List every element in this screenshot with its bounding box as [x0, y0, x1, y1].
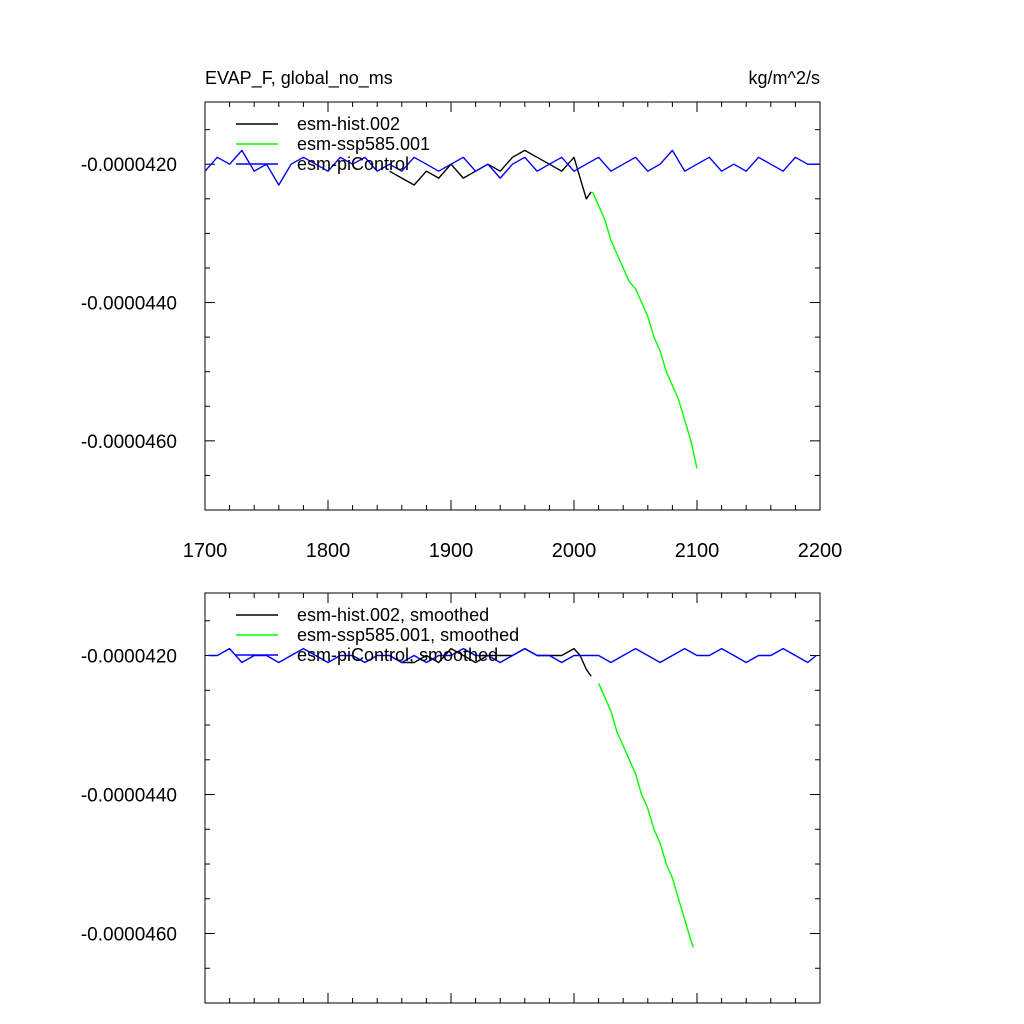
series-line — [597, 683, 694, 948]
legend-label: esm-piControl, smoothed — [297, 645, 498, 665]
units-label: kg/m^2/s — [749, 68, 820, 88]
plot-frame — [204, 592, 821, 1004]
y-tick-label: -0.0000460 — [81, 925, 177, 946]
series-lines — [204, 149, 820, 469]
legend-label: esm-hist.002 — [297, 114, 400, 134]
series-lines — [208, 647, 817, 948]
legend-label: esm-ssp585.001 — [297, 134, 430, 154]
tick-labels: -0.0000420 -0.0000440 -0.0000460 1700 1800 19… — [81, 155, 842, 562]
chart-title: EVAP_F, global_no_ms — [205, 68, 393, 89]
legend-label: esm-piControl — [297, 154, 409, 174]
x-tick-label: 1800 — [306, 540, 351, 562]
top-panel: EVAP_F, global_no_ms kg/m^2/s -0.0000420… — [81, 68, 842, 562]
x-tick-label: 2200 — [798, 540, 843, 562]
y-tick-label: -0.0000440 — [81, 294, 177, 315]
y-tick-label: -0.0000440 — [81, 786, 177, 807]
legend-label: esm-ssp585.001, smoothed — [297, 625, 519, 645]
x-tick-label: 2000 — [552, 540, 597, 562]
y-tick-label: -0.0000420 — [81, 155, 177, 176]
series-line — [389, 647, 592, 677]
series-line — [208, 647, 817, 664]
plot-frame — [204, 101, 821, 511]
x-tick-label: 2100 — [675, 540, 720, 562]
y-tick-label: -0.0000420 — [81, 647, 177, 668]
legend-label: esm-hist.002, smoothed — [297, 605, 489, 625]
tick-labels: -0.0000420 -0.0000440 -0.0000460 — [81, 647, 177, 946]
series-line — [204, 149, 820, 186]
x-tick-label: 1700 — [183, 540, 228, 562]
bottom-panel: -0.0000420 -0.0000440 -0.0000460 esm-hist.… — [81, 592, 821, 1004]
x-tick-label: 1900 — [429, 540, 474, 562]
series-line — [389, 149, 592, 200]
series-line — [591, 191, 698, 469]
y-tick-label: -0.0000460 — [81, 432, 177, 453]
